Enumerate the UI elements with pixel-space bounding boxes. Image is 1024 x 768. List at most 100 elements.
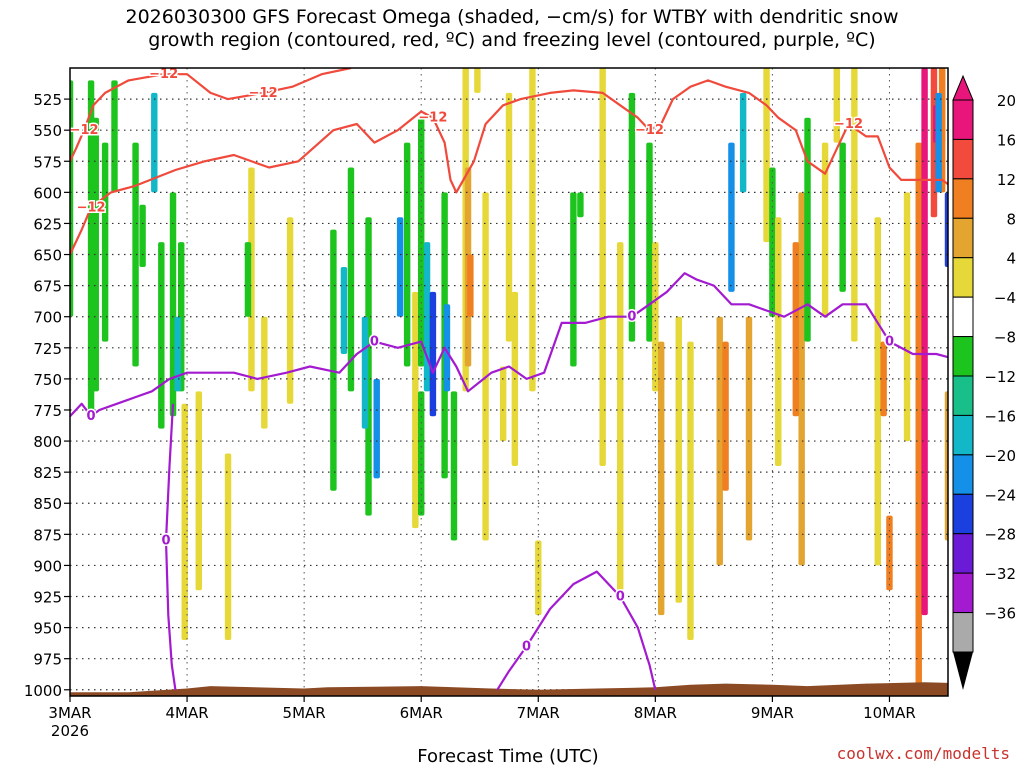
dgz-contour bbox=[70, 68, 352, 162]
omega-cell bbox=[139, 204, 146, 267]
omega-cell bbox=[505, 92, 513, 342]
omega-cell bbox=[181, 403, 188, 641]
omega-cell bbox=[599, 68, 606, 466]
omega-cell bbox=[874, 217, 881, 566]
freezing-level-contour-label: 0 bbox=[885, 335, 894, 350]
omega-cell bbox=[646, 142, 653, 342]
colorbar-swatch bbox=[952, 493, 974, 535]
colorbar-swatch bbox=[952, 138, 974, 180]
x-tick-label: 5MAR bbox=[283, 704, 326, 722]
freezing-level-contour bbox=[70, 272, 948, 418]
title-line-2: growth region (contoured, red, ºC) and f… bbox=[148, 29, 876, 51]
colorbar-swatch bbox=[952, 572, 974, 614]
y-tick-label: 950 bbox=[33, 620, 62, 638]
omega-cell bbox=[570, 192, 577, 367]
omega-cell bbox=[880, 341, 887, 417]
omega-cell bbox=[535, 540, 542, 616]
omega-cell bbox=[412, 291, 419, 529]
omega-cell bbox=[687, 341, 694, 641]
y-axis: 525 550 575 600 625 650 675 700 725 750 775 800 825 8… bbox=[24, 91, 70, 700]
omega-cell bbox=[474, 68, 481, 93]
omega-cell bbox=[70, 80, 74, 317]
omega-cell bbox=[158, 242, 165, 429]
omega-cell bbox=[261, 316, 268, 429]
y-tick-label: 575 bbox=[33, 153, 62, 171]
dgz-contour-label: −12 bbox=[149, 67, 178, 82]
omega-cell bbox=[851, 68, 858, 342]
omega-cell bbox=[373, 378, 380, 479]
omega-cell bbox=[944, 192, 948, 267]
dgz-contour-label: −12 bbox=[418, 111, 447, 126]
colorbar-bottom-arrow bbox=[953, 652, 973, 690]
y-tick-label: 600 bbox=[33, 184, 62, 202]
colorbar-label: 4 bbox=[1006, 250, 1016, 268]
omega-cell bbox=[628, 92, 636, 342]
colorbar-top-arrow bbox=[952, 74, 974, 101]
omega-cell bbox=[92, 117, 99, 392]
contour-lines: −12 −12 −12 −12 −12 −12 −12 0 0 0 0 0 0 0 bbox=[70, 67, 948, 691]
colorbar-swatch bbox=[952, 375, 974, 416]
omega-cell bbox=[886, 515, 893, 591]
omega-cell bbox=[330, 229, 337, 491]
y-tick-label: 550 bbox=[33, 122, 62, 140]
omega-cell bbox=[467, 254, 474, 317]
y-tick-label: 975 bbox=[33, 651, 62, 669]
omega-cell bbox=[195, 391, 202, 591]
omega-cell bbox=[978, 68, 984, 267]
freezing-level-contour-label: 0 bbox=[627, 310, 636, 325]
y-tick-label: 925 bbox=[33, 589, 62, 607]
colorbar-label: −36 bbox=[984, 605, 1016, 623]
plot-frame bbox=[69, 67, 949, 697]
dgz-contour-label: −12 bbox=[70, 123, 99, 138]
chart-title: 2026030300 GFS Forecast Omega (shaded, −… bbox=[0, 6, 1024, 52]
omega-cell bbox=[224, 453, 232, 641]
omega-cell bbox=[577, 192, 584, 218]
omega-cell bbox=[111, 80, 118, 193]
terrain-fill bbox=[70, 682, 948, 696]
omega-cell bbox=[286, 217, 294, 404]
y-tick-label: 675 bbox=[33, 278, 62, 296]
freezing-level-contour bbox=[164, 403, 177, 690]
omega-cell bbox=[921, 68, 928, 616]
dgz-contour-label: −12 bbox=[249, 86, 278, 101]
colorbar-swatch bbox=[952, 454, 974, 495]
colorbar-label: −24 bbox=[984, 486, 1016, 504]
freezing-level-contour-label: 0 bbox=[87, 409, 96, 424]
y-tick-label: 800 bbox=[33, 433, 62, 451]
omega-cell bbox=[616, 242, 624, 591]
omega-cell bbox=[716, 316, 723, 566]
omega-cell bbox=[443, 304, 451, 392]
omega-cell bbox=[804, 117, 811, 342]
freezing-level-contour-label: 0 bbox=[522, 639, 531, 654]
omega-cell bbox=[361, 316, 369, 429]
y-tick-label: 750 bbox=[33, 371, 62, 389]
omega-cell bbox=[529, 68, 536, 392]
omega-cell bbox=[132, 142, 139, 367]
y-tick-label: 1000 bbox=[24, 682, 62, 700]
y-tick-label: 825 bbox=[33, 464, 62, 482]
dgz-contour-label: −12 bbox=[635, 123, 664, 138]
credit-text: coolwx.com/modelts bbox=[837, 744, 1010, 763]
colorbar-swatch bbox=[952, 336, 974, 377]
colorbar-label: −4 bbox=[994, 289, 1016, 307]
colorbar-swatch bbox=[952, 296, 974, 338]
y-tick-label: 700 bbox=[33, 309, 62, 327]
omega-cell bbox=[722, 341, 729, 491]
y-tick-label: 775 bbox=[33, 402, 62, 420]
colorbar-label: −8 bbox=[994, 329, 1016, 347]
x-tick-label: 4MAR bbox=[165, 704, 208, 722]
x-tick-label: 7MAR bbox=[517, 704, 560, 722]
omega-cell bbox=[739, 92, 747, 193]
omega-cell bbox=[101, 142, 109, 342]
x-tick-label: 9MAR bbox=[751, 704, 794, 722]
colorbar-label: −12 bbox=[984, 368, 1016, 386]
omega-cell bbox=[482, 192, 489, 541]
x-tick-label: 8MAR bbox=[634, 704, 677, 722]
colorbar-swatch bbox=[952, 612, 974, 653]
omega-cell bbox=[935, 92, 942, 193]
omega-cell bbox=[248, 167, 255, 392]
omega-cell bbox=[244, 242, 252, 317]
colorbar-label: 16 bbox=[997, 131, 1016, 149]
x-tick-label: 6MAR bbox=[400, 704, 443, 722]
